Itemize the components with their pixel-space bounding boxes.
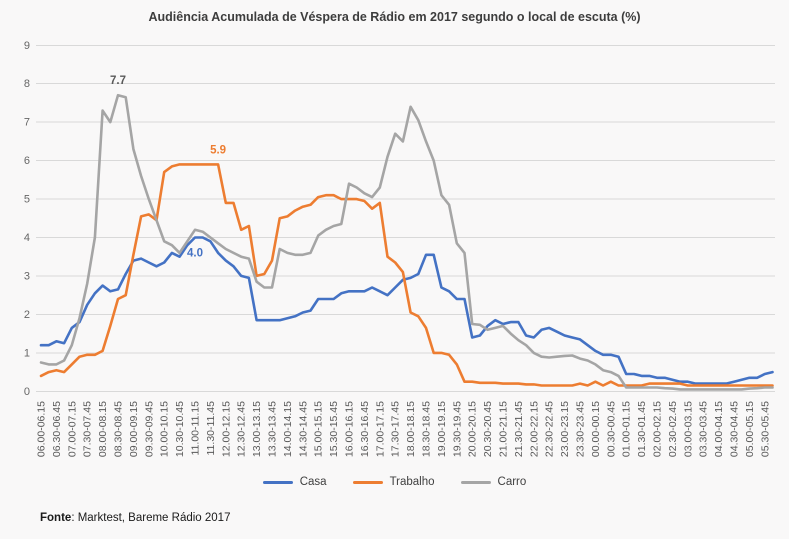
svg-text:01.30-01.45: 01.30-01.45 [636, 401, 648, 457]
legend-label-carro: Carro [497, 476, 527, 488]
legend-swatch-casa [262, 480, 293, 484]
svg-text:19.00-19.15: 19.00-19.15 [436, 401, 448, 457]
legend-item-carro: Carro [460, 476, 527, 488]
svg-text:7: 7 [24, 117, 30, 129]
svg-text:21.30-21.45: 21.30-21.45 [513, 401, 525, 457]
svg-text:23.00-23.15: 23.00-23.15 [559, 401, 571, 457]
svg-text:1: 1 [24, 347, 30, 359]
svg-text:00.30-00.45: 00.30-00.45 [605, 401, 617, 457]
svg-text:9: 9 [24, 40, 30, 52]
svg-text:8: 8 [24, 78, 30, 90]
svg-text:07.30-07.45: 07.30-07.45 [82, 401, 94, 457]
legend-label-trabalho: Trabalho [389, 476, 435, 488]
svg-text:10.30-10.45: 10.30-10.45 [174, 401, 186, 457]
svg-text:22.00-22.15: 22.00-22.15 [528, 401, 540, 457]
chart-title: Audiência Acumulada de Véspera de Rádio … [148, 10, 641, 24]
svg-text:22.30-22.45: 22.30-22.45 [544, 401, 556, 457]
svg-text:12.30-12.45: 12.30-12.45 [236, 401, 248, 457]
svg-text:04.00-04.15: 04.00-04.15 [713, 401, 725, 457]
legend-swatch-trabalho [352, 480, 383, 484]
svg-text:17.30-17.45: 17.30-17.45 [390, 401, 402, 457]
svg-text:16.30-16.45: 16.30-16.45 [359, 401, 371, 457]
svg-text:18.30-18.45: 18.30-18.45 [421, 401, 433, 457]
svg-text:14.30-14.45: 14.30-14.45 [297, 401, 309, 457]
svg-text:11.30-11.45: 11.30-11.45 [205, 401, 217, 456]
svg-text:3: 3 [24, 270, 30, 282]
svg-text:4.0: 4.0 [187, 248, 203, 260]
svg-text:07.00-07.15: 07.00-07.15 [66, 401, 78, 457]
svg-text:05.00-05.15: 05.00-05.15 [744, 401, 756, 457]
svg-text:4: 4 [24, 232, 30, 244]
svg-text:06.30-06.45: 06.30-06.45 [51, 401, 63, 457]
svg-text:14.00-14.15: 14.00-14.15 [282, 401, 294, 457]
legend-item-trabalho: Trabalho [352, 476, 435, 488]
svg-text:6: 6 [24, 155, 30, 167]
source-label: Fonte [40, 512, 72, 524]
svg-text:20.00-20.15: 20.00-20.15 [467, 401, 479, 457]
svg-text:18.00-18.15: 18.00-18.15 [405, 401, 417, 457]
svg-text:08.30-08.45: 08.30-08.45 [113, 401, 125, 457]
svg-text:15.00-15.15: 15.00-15.15 [313, 401, 325, 457]
legend-swatch-carro [460, 480, 491, 484]
svg-text:01.00-01.15: 01.00-01.15 [621, 401, 633, 457]
svg-text:21.00-21.15: 21.00-21.15 [498, 401, 510, 457]
svg-text:23.30-23.45: 23.30-23.45 [575, 401, 587, 457]
svg-text:5: 5 [24, 194, 30, 206]
chart-legend: Casa Trabalho Carro [0, 476, 789, 488]
svg-text:10.00-10.15: 10.00-10.15 [159, 401, 171, 457]
legend-item-casa: Casa [262, 476, 327, 488]
svg-text:04.30-04.45: 04.30-04.45 [729, 401, 741, 457]
svg-text:11.00-11.15: 11.00-11.15 [190, 401, 202, 456]
svg-text:02.30-02.45: 02.30-02.45 [667, 401, 679, 457]
svg-text:15.30-15.45: 15.30-15.45 [328, 401, 340, 457]
svg-text:09.00-09.15: 09.00-09.15 [128, 401, 140, 457]
svg-text:13.00-13.15: 13.00-13.15 [251, 401, 263, 457]
svg-text:06.00-06.15: 06.00-06.15 [36, 401, 48, 457]
svg-text:5.9: 5.9 [210, 144, 226, 156]
svg-text:17.00-17.15: 17.00-17.15 [374, 401, 386, 457]
svg-text:05.30-05.45: 05.30-05.45 [759, 401, 771, 457]
svg-text:00.00-00.15: 00.00-00.15 [590, 401, 602, 457]
source-note: Fonte: Marktest, Bareme Rádio 2017 [40, 512, 230, 524]
svg-text:03.30-03.45: 03.30-03.45 [698, 401, 710, 457]
svg-text:2: 2 [24, 309, 30, 321]
svg-text:7.7: 7.7 [110, 75, 126, 87]
svg-text:19.30-19.45: 19.30-19.45 [451, 401, 463, 457]
svg-text:20.30-20.45: 20.30-20.45 [482, 401, 494, 457]
svg-text:02.00-02.15: 02.00-02.15 [652, 401, 664, 457]
svg-text:13.30-13.45: 13.30-13.45 [267, 401, 279, 457]
svg-text:03.00-03.15: 03.00-03.15 [682, 401, 694, 457]
svg-text:16.00-16.15: 16.00-16.15 [344, 401, 356, 457]
legend-label-casa: Casa [299, 476, 327, 488]
source-text: : Marktest, Bareme Rádio 2017 [71, 512, 231, 524]
svg-text:12.00-12.15: 12.00-12.15 [220, 401, 232, 457]
svg-text:0: 0 [24, 386, 30, 398]
svg-text:08.00-08.15: 08.00-08.15 [97, 401, 109, 457]
svg-text:09.30-09.45: 09.30-09.45 [143, 401, 155, 457]
